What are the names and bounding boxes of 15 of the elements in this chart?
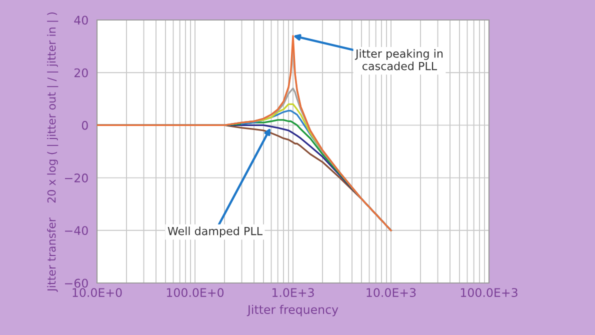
y-tick-label: 0 xyxy=(82,120,88,130)
annotation: Jitter peaking in cascaded PLL xyxy=(354,49,443,70)
x-tick-label: 100.0E+0 xyxy=(166,288,224,297)
y-tick-label: −60 xyxy=(65,278,88,288)
x-axis-title: Jitter frequency xyxy=(246,304,338,316)
x-tick-label: 10.0E+0 xyxy=(72,288,122,297)
y-tick-label: 40 xyxy=(74,16,88,25)
annotation: Well damped PLL xyxy=(168,226,262,238)
y-axis-title: Jitter transfer 20 x log ( | jitter out | / | jitter in | ) xyxy=(47,12,58,292)
x-tick-label: 1.0E+3 xyxy=(272,288,314,297)
y-tick-label: −40 xyxy=(65,226,88,236)
x-tick-label: 100.0E+3 xyxy=(460,288,518,297)
y-tick-label: 20 xyxy=(74,68,88,78)
x-tick-label: 10.0E+3 xyxy=(366,288,416,297)
y-tick-label: −20 xyxy=(65,174,88,182)
